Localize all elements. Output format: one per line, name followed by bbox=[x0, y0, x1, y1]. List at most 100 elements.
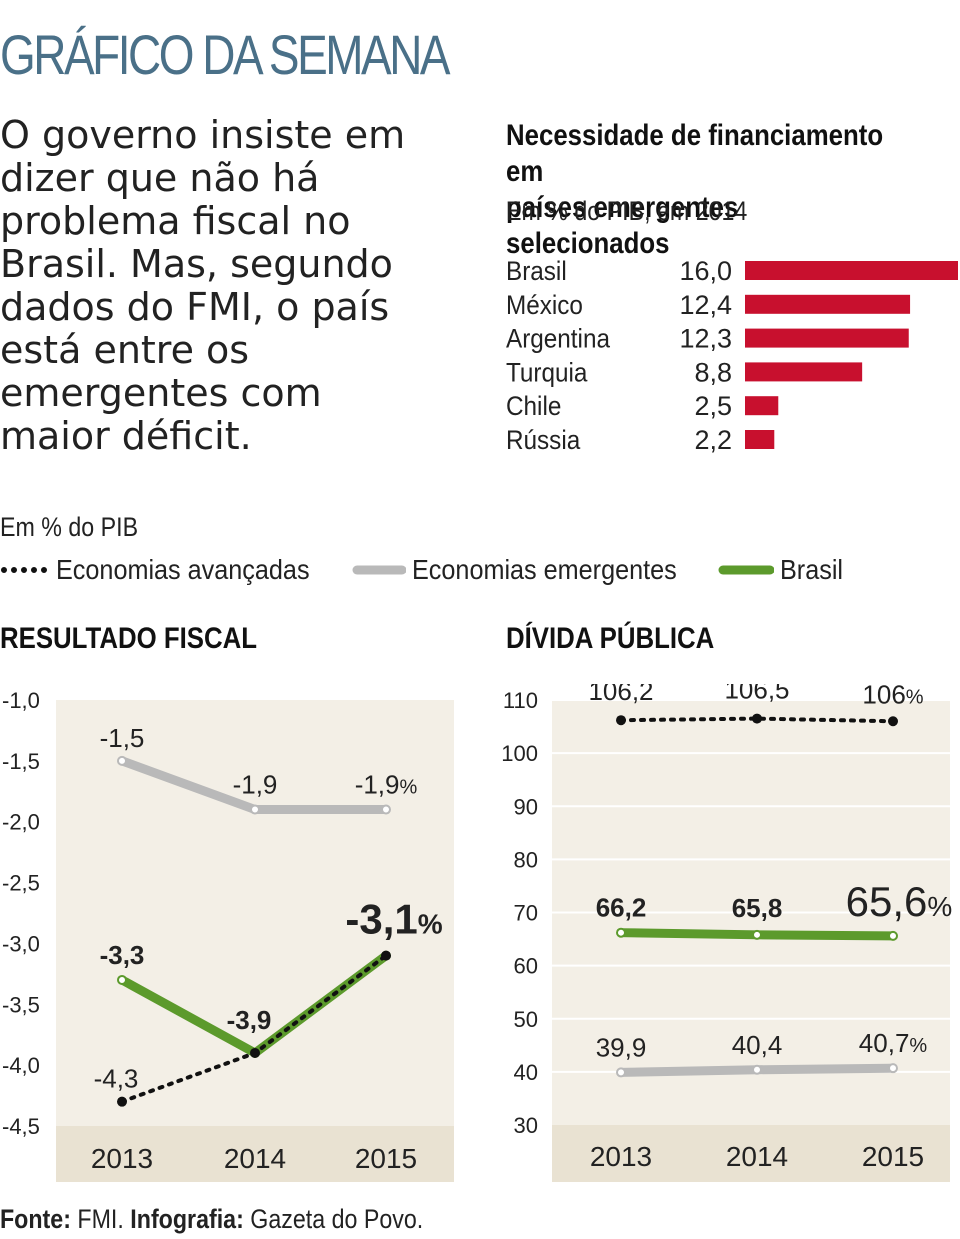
data-point-emerging bbox=[752, 1064, 762, 1075]
bar-value-label: 8,8 bbox=[694, 357, 732, 387]
x-tick-label: 2014 bbox=[726, 1141, 788, 1172]
x-tick-label: 2013 bbox=[590, 1141, 652, 1172]
y-tick-label: 70 bbox=[514, 901, 538, 926]
bar-category-label: Argentina bbox=[506, 324, 611, 353]
y-tick-label: 110 bbox=[503, 688, 538, 713]
y-tick-label: 80 bbox=[514, 847, 538, 872]
data-point-emerging bbox=[616, 1067, 626, 1078]
bar-chart-subtitle: Em % do PIB, em 2014 bbox=[506, 196, 748, 226]
legend-item-emerging: Economias emergentes bbox=[352, 550, 706, 590]
bar-value-label: 2,2 bbox=[694, 425, 732, 455]
legend-label-advanced: Economias avançadas bbox=[56, 554, 310, 585]
data-point-advanced bbox=[381, 950, 391, 961]
y-tick-label: -1,5 bbox=[2, 749, 40, 774]
bar-category-label: México bbox=[506, 291, 583, 320]
legend-item-advanced: Economias avançadas bbox=[0, 550, 338, 590]
data-label: 65,8 bbox=[732, 893, 783, 923]
bar-value-label: 16,0 bbox=[679, 256, 732, 286]
bar-value-label: 12,3 bbox=[679, 324, 732, 354]
data-label: 106,5 bbox=[724, 684, 789, 705]
bar bbox=[745, 362, 863, 382]
data-point-brasil bbox=[888, 930, 898, 941]
bar bbox=[745, 396, 779, 416]
bar-value-label: 2,5 bbox=[694, 391, 732, 421]
bar bbox=[745, 294, 911, 314]
data-label-unit: % bbox=[400, 777, 418, 799]
data-point-advanced bbox=[752, 713, 762, 724]
bar-category-label: Chile bbox=[506, 392, 561, 421]
data-point-emerging bbox=[888, 1063, 898, 1074]
data-label-unit: % bbox=[418, 909, 443, 940]
dotted-line-swatch bbox=[1, 567, 49, 573]
data-point-advanced bbox=[117, 1096, 127, 1107]
debt-chart-title: DÍVIDA PÚBLICA bbox=[506, 622, 715, 655]
y-tick-label: -2,0 bbox=[2, 810, 40, 835]
y-tick-label: 50 bbox=[514, 1007, 538, 1032]
data-point-brasil bbox=[117, 974, 127, 985]
bar bbox=[745, 328, 909, 348]
gray-line-swatch bbox=[352, 565, 406, 575]
data-point-advanced bbox=[250, 1047, 260, 1058]
bar bbox=[745, 261, 958, 280]
y-tick-label: 90 bbox=[514, 794, 538, 819]
bar-category-label: Rússia bbox=[506, 426, 581, 455]
y-tick-label: -3,5 bbox=[2, 992, 40, 1017]
data-label: 106,2 bbox=[588, 684, 653, 706]
data-point-advanced bbox=[616, 715, 626, 726]
y-tick-label: -2,5 bbox=[2, 871, 40, 896]
unit-label: Em % do PIB bbox=[0, 512, 139, 542]
bar-category-label: Turquia bbox=[506, 358, 588, 387]
data-label: -4,3 bbox=[94, 1064, 139, 1094]
debt-line-chart: 110 100 90 80 70 60 50 40 30 2013 2014 2015 106,2 106… bbox=[501, 684, 952, 1182]
y-tick-label: -3,0 bbox=[2, 931, 40, 956]
x-tick-label: 2014 bbox=[224, 1143, 286, 1174]
source-value: FMI. bbox=[77, 1204, 124, 1234]
data-point-advanced bbox=[888, 716, 898, 727]
credit-key: Infografia: bbox=[130, 1204, 244, 1234]
y-tick-label: -1,0 bbox=[2, 688, 40, 713]
credit-value: Gazeta do Povo. bbox=[250, 1204, 424, 1234]
data-label-unit: % bbox=[927, 891, 952, 922]
y-tick-label: 40 bbox=[514, 1060, 538, 1085]
bar-chart: Brasil 16,0 México 12,4 Argentina 12,3 Turquia… bbox=[506, 256, 958, 455]
legend-item-brasil: Brasil bbox=[718, 550, 850, 590]
fiscal-chart-title: RESULTADO FISCAL bbox=[0, 622, 258, 655]
y-tick-label: -4,5 bbox=[2, 1114, 40, 1139]
y-tick-label: -4,0 bbox=[2, 1053, 40, 1078]
bar-category-label: Brasil bbox=[506, 257, 567, 286]
bar-value-label: 12,4 bbox=[679, 290, 732, 320]
x-axis-band bbox=[56, 1126, 454, 1182]
y-tick-label: 100 bbox=[501, 741, 538, 766]
data-label: -1,9 bbox=[233, 770, 278, 800]
y-tick-label: 30 bbox=[514, 1113, 538, 1138]
data-label-unit: % bbox=[909, 1035, 927, 1057]
legend: Economias avançadas Economias emergentes… bbox=[0, 550, 960, 590]
data-label: -3,3 bbox=[100, 940, 145, 970]
x-tick-label: 2013 bbox=[91, 1143, 153, 1174]
data-label: 39,9 bbox=[596, 1032, 647, 1062]
data-label: 40,4 bbox=[732, 1030, 783, 1060]
data-label: -1,5 bbox=[100, 723, 145, 753]
data-point-brasil bbox=[616, 927, 626, 938]
data-point-emerging bbox=[117, 755, 127, 766]
lead-text: O governo insiste em dizer que não há pr… bbox=[0, 113, 406, 458]
x-tick-label: 2015 bbox=[355, 1143, 417, 1174]
kicker-title: GRÁFICO DA SEMANA bbox=[0, 23, 451, 86]
data-point-emerging bbox=[381, 804, 391, 815]
plot-background bbox=[552, 700, 950, 1182]
data-label: 106% bbox=[862, 684, 923, 709]
fiscal-line-chart: -1,0 -1,5 -2,0 -2,5 -3,0 -3,5 -4,0 -4,5 2013 2014… bbox=[2, 688, 454, 1182]
data-point-brasil bbox=[752, 929, 762, 940]
legend-label-emerging: Economias emergentes bbox=[412, 554, 677, 585]
data-label: 66,2 bbox=[596, 893, 647, 923]
y-tick-label: 60 bbox=[514, 954, 538, 979]
legend-label-brasil: Brasil bbox=[780, 554, 844, 585]
bar-chart-title: Necessidade de financiamento em países e… bbox=[506, 119, 884, 260]
data-point-emerging bbox=[250, 804, 260, 815]
x-axis-band bbox=[552, 1125, 950, 1182]
bar bbox=[745, 430, 775, 449]
data-label: -3,9 bbox=[227, 1005, 272, 1035]
source-key: Fonte: bbox=[0, 1204, 71, 1234]
green-line-swatch bbox=[718, 565, 774, 575]
data-label-unit: % bbox=[906, 686, 924, 708]
